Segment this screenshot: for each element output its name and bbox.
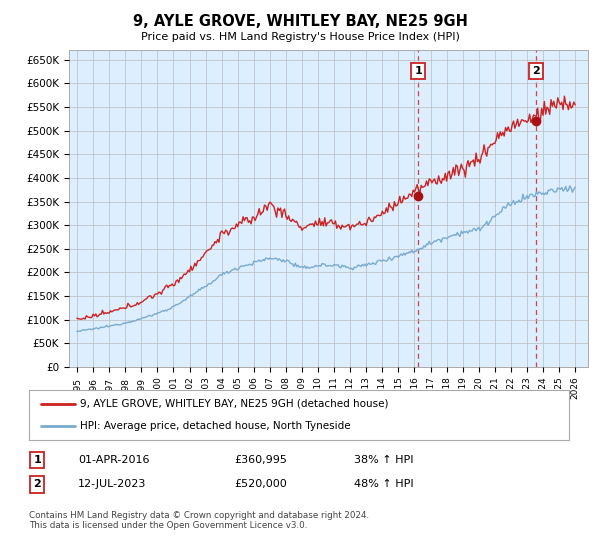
Text: Contains HM Land Registry data © Crown copyright and database right 2024.
This d: Contains HM Land Registry data © Crown c…	[29, 511, 369, 530]
Text: Price paid vs. HM Land Registry's House Price Index (HPI): Price paid vs. HM Land Registry's House …	[140, 32, 460, 43]
Text: 12-JUL-2023: 12-JUL-2023	[78, 479, 146, 489]
Text: 9, AYLE GROVE, WHITLEY BAY, NE25 9GH: 9, AYLE GROVE, WHITLEY BAY, NE25 9GH	[133, 14, 467, 29]
Text: 2: 2	[532, 66, 539, 76]
Text: 2: 2	[34, 479, 41, 489]
Text: £360,995: £360,995	[234, 455, 287, 465]
Text: HPI: Average price, detached house, North Tyneside: HPI: Average price, detached house, Nort…	[80, 421, 351, 431]
Text: 1: 1	[34, 455, 41, 465]
Text: £520,000: £520,000	[234, 479, 287, 489]
Text: 1: 1	[415, 66, 422, 76]
Text: 9, AYLE GROVE, WHITLEY BAY, NE25 9GH (detached house): 9, AYLE GROVE, WHITLEY BAY, NE25 9GH (de…	[80, 399, 389, 409]
Text: 01-APR-2016: 01-APR-2016	[78, 455, 149, 465]
Text: 48% ↑ HPI: 48% ↑ HPI	[354, 479, 413, 489]
Text: 38% ↑ HPI: 38% ↑ HPI	[354, 455, 413, 465]
